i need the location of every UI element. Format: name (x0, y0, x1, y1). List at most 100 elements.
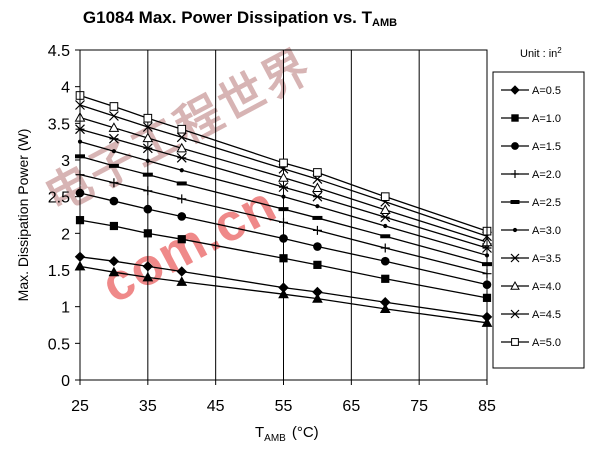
data-point-dot (111, 149, 117, 154)
data-point-triangle (278, 288, 289, 299)
data-point-asterisk (510, 253, 520, 263)
data-point-circle (143, 204, 153, 214)
data-point-triangle (108, 266, 120, 277)
data-point-x (176, 132, 187, 143)
y-tick-label: 2 (61, 226, 70, 243)
legend-label: A=4.5 (532, 309, 561, 321)
legend-label: A=4.0 (532, 281, 561, 293)
y-tick-label: 4.5 (48, 43, 70, 60)
data-point-square (511, 114, 519, 122)
series-group (74, 91, 493, 327)
data-point-triangle-open (108, 122, 120, 132)
data-point-dot (179, 168, 184, 173)
series-line (79, 94, 488, 232)
y-tick-label: 3 (61, 153, 70, 170)
series-line (79, 128, 488, 249)
legend-item: A=3.5 (501, 253, 561, 265)
data-point-circle (380, 256, 390, 266)
data-point-plus (279, 217, 288, 227)
data-point-bar (108, 163, 119, 168)
data-point-asterisk (142, 143, 153, 154)
data-point-square-open (511, 338, 519, 346)
data-point-plus (511, 170, 519, 178)
x-tick-label: 45 (207, 398, 225, 415)
legend-label: A=3.5 (532, 253, 561, 265)
data-point-diamond (510, 85, 520, 95)
y-tick-label: 3.5 (48, 116, 70, 133)
data-point-diamond (176, 266, 187, 277)
data-point-asterisk (278, 182, 289, 193)
data-point-asterisk (176, 152, 187, 163)
data-point-dot (512, 227, 518, 233)
chart-title: G1084 Max. Power Dissipation vs. TAMB (30, 8, 450, 29)
legend-label: A=1.5 (532, 141, 561, 153)
x-tick-label: 55 (275, 398, 293, 415)
series-line (79, 265, 488, 324)
data-point-circle (109, 196, 119, 206)
y-tick-label: 1 (61, 300, 70, 317)
chart-title-subscript: AMB (372, 17, 398, 29)
data-point-square-open (143, 113, 153, 123)
unit-label-main: Unit : in (520, 48, 557, 60)
series-6 (77, 139, 490, 258)
data-point-square (177, 235, 186, 244)
legend-item: A=4.0 (501, 280, 561, 293)
legend-label: A=5.0 (532, 337, 561, 349)
data-point-dot (383, 223, 388, 229)
data-point-circle (279, 234, 288, 243)
data-point-plus (177, 194, 187, 204)
data-point-square (143, 229, 152, 238)
data-point-square-open (380, 192, 390, 201)
data-point-square (381, 274, 390, 283)
data-point-circle (313, 242, 322, 251)
legend: A=0.5 A=1.0 A=1.5 A=2.0 A=2.5 A=3.0 A=3.5 A=4.0… (501, 85, 561, 349)
data-point-triangle (142, 271, 154, 282)
legend-label: A=2.5 (532, 197, 561, 209)
legend-item: A=5.0 (501, 337, 561, 349)
legend-label: A=0.5 (532, 85, 561, 97)
data-point-square-open (177, 124, 187, 134)
data-point-square (109, 221, 119, 231)
x-tick-label: 25 (71, 398, 89, 415)
legend-item: A=3.0 (501, 225, 561, 237)
chart-title-main: G1084 Max. Power Dissipation vs. T (82, 8, 373, 27)
data-point-triangle-open (278, 172, 289, 182)
x-axis-label-subscript: AMB (264, 433, 286, 444)
legend-item: A=2.0 (501, 169, 561, 181)
data-point-triangle-open (142, 132, 154, 143)
x-axis-label-main: T (255, 424, 264, 441)
x-axis-label: TAMB (°C) (255, 424, 319, 444)
data-point-square-open (109, 102, 119, 111)
x-axis-label-unit: (°C) (292, 424, 319, 441)
legend-label: A=1.0 (532, 113, 561, 125)
data-point-bar (176, 181, 187, 186)
unit-label: Unit : in2 (520, 46, 562, 60)
y-tick-label: 1.5 (48, 263, 70, 280)
series-1 (74, 251, 493, 323)
data-point-triangle-open (379, 204, 391, 214)
series-line (79, 155, 488, 265)
x-tick-label: 65 (342, 398, 360, 415)
axes: 0 0.5 1 1.5 2 2.5 3 3.5 4 4.5 25 35 45 55 65 75 85 (48, 43, 496, 415)
y-tick-label: 0 (61, 373, 70, 390)
data-point-triangle (379, 303, 391, 313)
legend-label: A=3.0 (532, 225, 561, 237)
series-line (79, 174, 488, 275)
data-point-triangle-open (312, 182, 323, 192)
data-point-square (279, 254, 288, 263)
data-point-plus (109, 178, 119, 188)
data-point-square-open (279, 158, 288, 168)
series-line (79, 219, 488, 299)
data-point-dot (281, 194, 286, 199)
y-axis-label-group: Max. Dissipation Power (W) (15, 129, 31, 302)
y-tick-label: 2.5 (48, 190, 70, 207)
series-line (79, 116, 488, 243)
data-point-circle (511, 142, 519, 150)
data-point-x (142, 122, 153, 132)
legend-frame (492, 71, 585, 369)
data-point-diamond (142, 261, 154, 272)
legend-item: A=1.5 (501, 141, 561, 153)
data-point-plus (312, 225, 322, 235)
legend-item: A=0.5 (501, 85, 561, 97)
data-point-x (108, 111, 119, 121)
